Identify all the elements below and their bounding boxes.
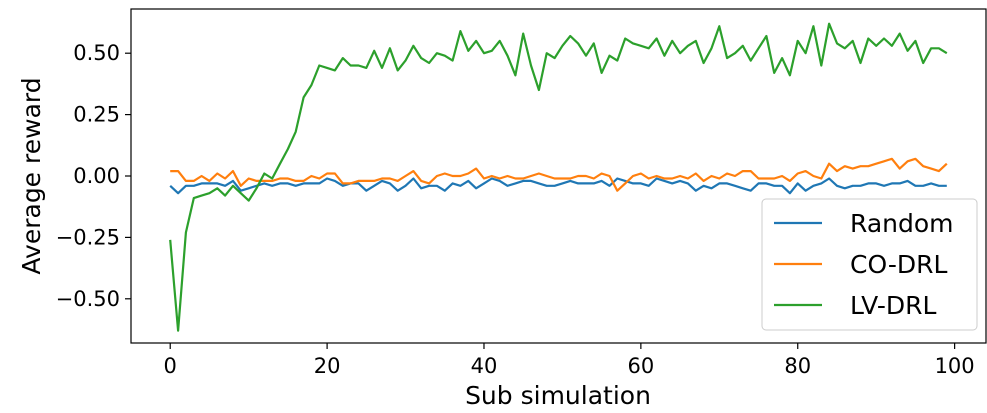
y-axis: −0.50 −0.25 0.00 0.25 0.50: [56, 41, 131, 311]
y-axis-label: Average reward: [17, 77, 46, 274]
y-tick-label: 0.00: [73, 164, 120, 188]
series-line-random: [169, 177, 947, 195]
x-tick-label: 60: [627, 354, 654, 378]
legend: Random CO-DRL LV-DRL: [761, 198, 978, 331]
x-tick-label: 0: [164, 354, 177, 378]
y-tick-label: −0.25: [56, 225, 120, 249]
legend-label-lv-drl: LV-DRL: [850, 291, 936, 320]
y-tick-label: 0.50: [73, 41, 120, 65]
series-layer: [169, 22, 948, 332]
x-tick-label: 20: [314, 354, 341, 378]
legend-box: [761, 198, 978, 331]
x-axis-label: Sub simulation: [465, 381, 651, 410]
series-line-co-drl: [170, 157, 948, 192]
series-line-lv-drl: [169, 22, 948, 332]
y-tick-label: 0.25: [73, 103, 120, 127]
y-tick-label: −0.50: [56, 287, 120, 311]
x-axis: 0 20 40 60 80 100: [164, 343, 975, 378]
x-tick-label: 40: [471, 354, 498, 378]
x-tick-label: 100: [935, 354, 975, 378]
legend-label-co-drl: CO-DRL: [850, 250, 947, 279]
legend-label-random: Random: [850, 209, 954, 238]
x-tick-label: 80: [784, 354, 811, 378]
